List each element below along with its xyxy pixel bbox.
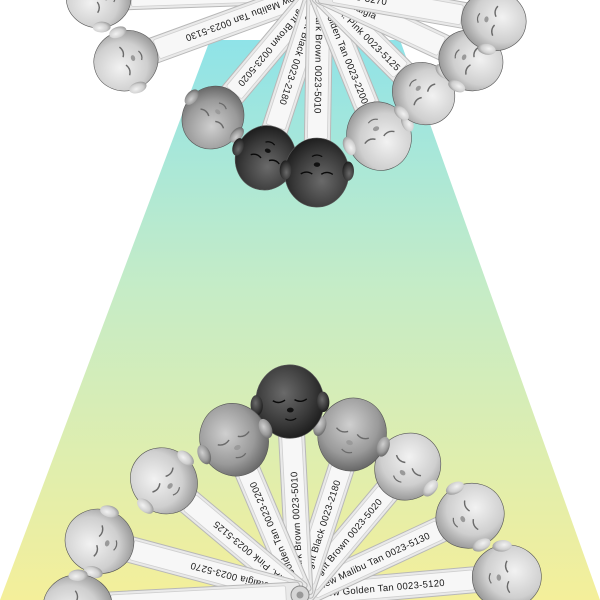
swatch-stick-5: Dark Brown 0023-5010: [303, 0, 334, 156]
doll-head-1: [471, 540, 542, 600]
doll-head-8: [64, 505, 135, 579]
doll-head-3: [181, 85, 245, 150]
doll-head-6: [197, 403, 273, 477]
doll-head-6: [342, 101, 414, 171]
doll-head-4: [313, 397, 390, 472]
doll-head-2: [435, 481, 505, 552]
doll-head-9: [42, 569, 113, 600]
swatch-label-9: 0023-5270: [339, 0, 388, 8]
doll-head-2: [93, 26, 159, 94]
doll-head-5: [279, 137, 354, 208]
doll-head-7: [392, 62, 456, 126]
doll-head-5: [250, 364, 330, 439]
doll-head-9: [461, 0, 527, 55]
swatch-label-5: Dark Brown 0023-5010: [311, 10, 324, 114]
doll-head-7: [130, 447, 198, 515]
doll-head-1: [65, 0, 132, 33]
